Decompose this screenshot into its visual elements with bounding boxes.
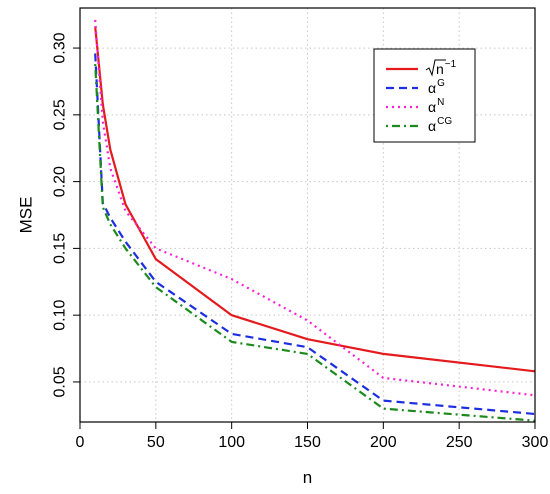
y-tick-label: 0.25	[52, 99, 69, 130]
x-axis-title: n	[303, 468, 312, 487]
y-tick-label: 0.15	[52, 233, 69, 264]
legend-label-0: n−1	[436, 59, 457, 77]
legend-label-base: n	[436, 61, 444, 77]
legend-label-base: α	[428, 99, 436, 115]
x-tick-label: 0	[76, 434, 85, 451]
series-line-0	[94, 26, 536, 373]
y-tick-label: 0.20	[52, 166, 69, 197]
legend-label-2: αN	[428, 97, 444, 115]
y-tick-label: 0.30	[52, 32, 69, 63]
series-line-1	[94, 53, 536, 416]
legend-label-sup: N	[437, 97, 444, 108]
y-tick-label: 0.10	[52, 299, 69, 330]
x-tick-label: 200	[370, 434, 397, 451]
y-axis-title: MSE	[17, 197, 36, 234]
legend-label-3: αCG	[428, 116, 452, 134]
x-tick-label: 100	[218, 434, 245, 451]
legend-label-base: α	[428, 80, 436, 96]
x-axis: 0 50 100 150 200 250 300	[76, 422, 549, 451]
y-axis: 0.05 0.10 0.15 0.20 0.25 0.30	[52, 32, 80, 398]
x-tick-label: 50	[147, 434, 165, 451]
legend-label-sup: −1	[445, 59, 457, 70]
legend-label-sup: G	[437, 78, 445, 89]
legend-label-base: α	[428, 118, 436, 134]
y-tick-label: 0.05	[52, 366, 69, 397]
x-tick-label: 250	[446, 434, 473, 451]
x-tick-label: 300	[522, 434, 549, 451]
sqrt-symbol-icon	[425, 59, 446, 77]
x-tick-label: 150	[294, 434, 321, 451]
legend-label-sup: CG	[437, 116, 452, 127]
series-line-2	[94, 19, 536, 397]
legend-box	[373, 48, 476, 143]
legend-label-1: αG	[428, 78, 445, 96]
series-lines	[94, 19, 536, 422]
